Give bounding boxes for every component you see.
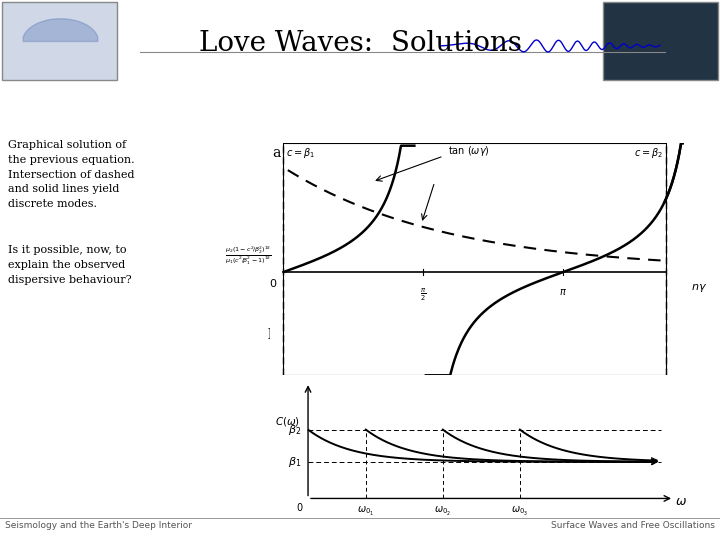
Bar xyxy=(2,2,117,80)
Text: $C(\omega)$: $C(\omega)$ xyxy=(275,415,300,428)
Text: $\tan\,(\omega\gamma)$: $\tan\,(\omega\gamma)$ xyxy=(448,144,490,158)
Text: Seismology and the Earth's Deep Interior: Seismology and the Earth's Deep Interior xyxy=(5,521,192,530)
Text: Is it possible, now, to
explain the observed
dispersive behaviour?: Is it possible, now, to explain the obse… xyxy=(8,245,132,285)
Text: Love Waves:  Solutions: Love Waves: Solutions xyxy=(199,30,521,57)
Text: $\omega_{0_2}$: $\omega_{0_2}$ xyxy=(434,505,451,518)
Text: 0: 0 xyxy=(297,503,303,513)
Text: $c=\beta_2$: $c=\beta_2$ xyxy=(634,146,664,160)
Text: Surface Waves and Free Oscillations: Surface Waves and Free Oscillations xyxy=(551,521,715,530)
Text: $\beta_2$: $\beta_2$ xyxy=(289,423,302,437)
Text: $\frac{\mu_2(1-c^2/\!\beta_2^2)^{1\!/\!2}}{\mu_1(c^2/\!\beta_1^2-1)^{1\!/\!2}}$: $\frac{\mu_2(1-c^2/\!\beta_2^2)^{1\!/\!2… xyxy=(225,245,271,267)
Text: $\frac{\pi}{2}$: $\frac{\pi}{2}$ xyxy=(420,287,426,303)
Text: 0: 0 xyxy=(269,279,276,288)
Text: $\omega$: $\omega$ xyxy=(675,495,687,508)
Text: $\beta_1$: $\beta_1$ xyxy=(288,455,302,469)
Text: b: b xyxy=(268,328,277,342)
Bar xyxy=(603,2,718,80)
Text: a: a xyxy=(271,146,280,160)
Text: $\omega_{0_3}$: $\omega_{0_3}$ xyxy=(511,505,528,518)
Text: $\pi$: $\pi$ xyxy=(559,287,567,296)
Text: $n\gamma$: $n\gamma$ xyxy=(691,282,707,294)
Text: $c=\beta_1$: $c=\beta_1$ xyxy=(286,146,315,160)
Text: Graphical solution of
the previous equation.
Intersection of dashed
and solid li: Graphical solution of the previous equat… xyxy=(8,140,135,209)
Text: $\omega_{0_1}$: $\omega_{0_1}$ xyxy=(357,505,374,518)
